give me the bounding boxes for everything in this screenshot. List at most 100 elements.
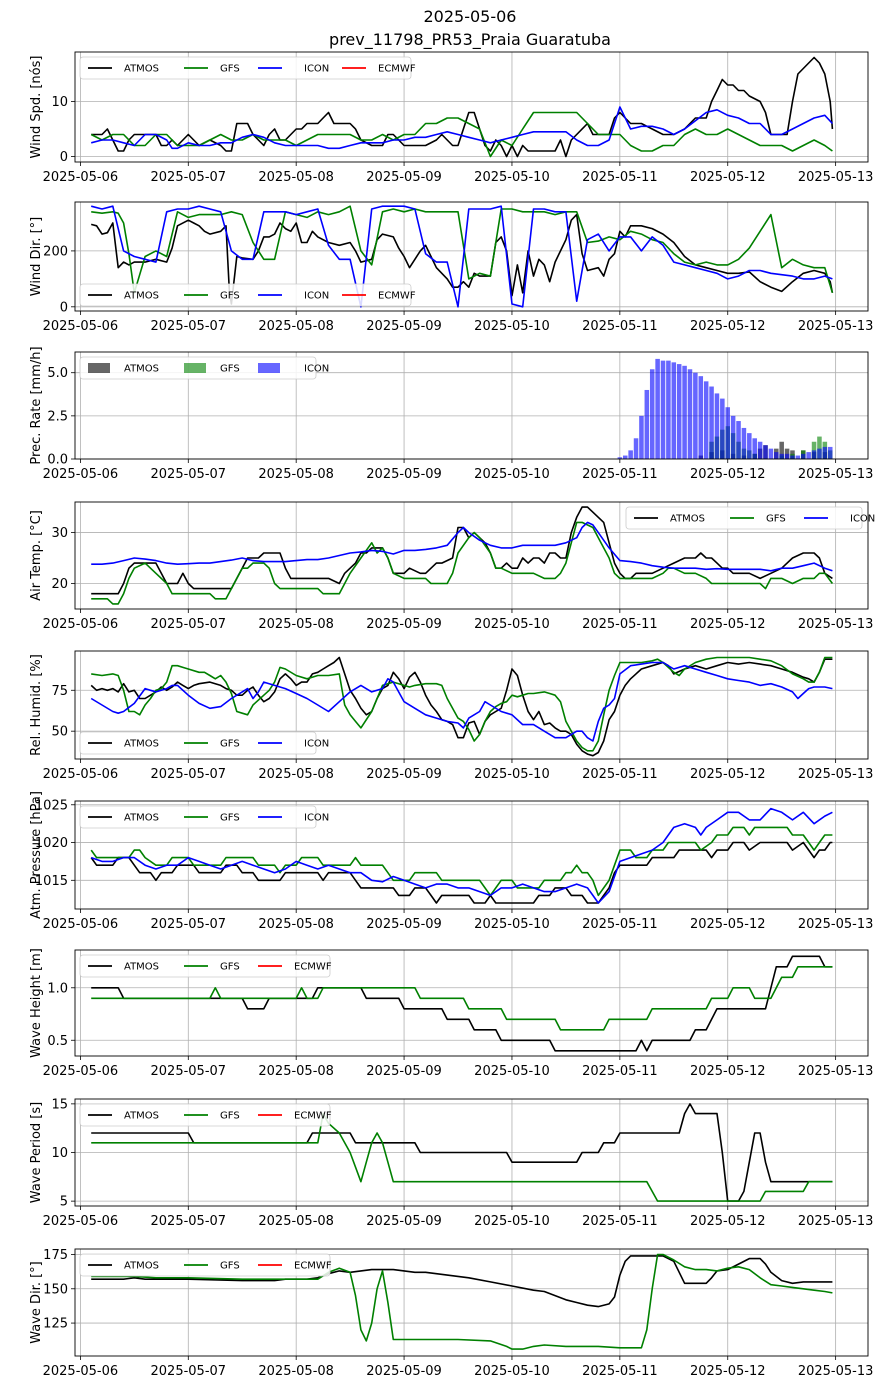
precip-bar-icon [682,365,687,459]
y-axis-label: Rel. Humid. [%] [29,654,44,756]
legend-label-atmos: ATMOS [124,364,159,375]
legend-swatch-icon [258,363,280,373]
x-tick-label: 2025-05-08 [258,467,334,482]
x-tick-label: 2025-05-07 [151,1064,227,1079]
x-tick-label: 2025-05-06 [43,170,119,185]
x-tick-label: 2025-05-09 [366,1064,442,1079]
precip-bar-icon [763,445,768,459]
y-tick-label: 150 [43,1282,68,1297]
x-tick-label: 2025-05-12 [690,1064,766,1079]
x-tick-label: 2025-05-10 [474,1064,550,1079]
x-tick-label: 2025-05-07 [151,917,227,932]
x-tick-label: 2025-05-12 [690,917,766,932]
precip-bar-atmos [779,441,784,459]
x-tick-label: 2025-05-08 [258,767,334,782]
y-axis-label: Wave Dir. [°] [29,1261,44,1344]
x-tick-label: 2025-05-08 [258,1064,334,1079]
series-line-icon [91,521,833,572]
legend-box [79,56,412,80]
x-tick-label: 2025-05-09 [366,617,442,632]
panel-4: 2025-05-06 2025-05-07 2025-05-08 2025-05-09… [29,501,875,632]
panel-9: 2025-05-06 2025-05-07 2025-05-08 2025-05-09… [29,1248,873,1379]
x-tick-label: 2025-05-11 [582,1214,658,1229]
x-tick-label: 2025-05-13 [798,467,874,482]
y-axis-label: Prec. Rate [mm/h] [29,346,44,464]
legend-label-gfs: GFS [220,1261,240,1272]
legend-label-icon: ICON [304,364,329,375]
legend-swatch-gfs [184,363,206,373]
x-tick-label: 2025-05-06 [43,319,119,334]
precip-bar-icon [687,369,693,459]
x-tick-label: 2025-05-10 [474,767,550,782]
plot-data [90,205,834,308]
y-tick-label: 2.5 [47,409,68,424]
series-line-gfs [91,521,834,605]
figure-title-date: 2025-05-06 [424,7,517,26]
y-tick-label: 10 [51,1146,68,1161]
precip-bar-gfs [817,436,822,459]
legend-label-atmos: ATMOS [124,291,159,302]
series-line-gfs [91,1253,833,1350]
precip-bar-icon [693,372,698,459]
x-tick-label: 2025-05-09 [366,1214,442,1229]
legend-label-gfs: GFS [220,64,240,75]
precip-bar-icon [730,415,736,459]
x-tick-label: 2025-05-11 [582,1064,658,1079]
y-tick-label: 0.0 [47,453,68,468]
y-tick-label: 20 [51,577,68,592]
series-line-gfs [91,656,833,752]
precip-bar-icon [676,364,682,459]
y-tick-label: 75 [51,684,68,699]
x-tick-label: 2025-05-08 [258,917,334,932]
figure-title-station: prev_11798_PR53_Praia Guaratuba [329,30,611,50]
x-tick-label: 2025-05-13 [798,617,874,632]
precip-bar-icon [714,393,720,459]
y-tick-label: 1.0 [47,981,68,996]
precip-bar-icon [655,358,660,459]
precip-bar-icon [747,433,752,459]
x-tick-label: 2025-05-11 [582,319,658,334]
plot-data [90,56,834,158]
plot-data [91,1253,833,1350]
legend-label-gfs: GFS [220,1111,240,1122]
x-tick-label: 2025-05-09 [366,1364,442,1379]
x-tick-label: 2025-05-11 [582,1364,658,1379]
legend: ATMOS GFS ICON ECMWF [79,283,416,307]
x-tick-label: 2025-05-08 [258,1364,334,1379]
series-line-atmos [91,1103,833,1202]
precip-bar-icon [671,362,677,459]
axes-frame [74,650,869,760]
x-tick-label: 2025-05-06 [43,767,119,782]
plot-data [617,358,833,459]
x-tick-label: 2025-05-13 [798,767,874,782]
x-tick-label: 2025-05-07 [151,170,227,185]
y-tick-label: 15 [51,1097,68,1112]
legend-label-gfs: GFS [220,739,240,750]
x-tick-label: 2025-05-11 [582,617,658,632]
series-line-atmos [90,213,834,305]
legend-label-icon: ICON [304,739,329,750]
x-tick-label: 2025-05-13 [798,917,874,932]
series-line-gfs [90,111,833,158]
precip-bar-icon [633,438,639,459]
x-tick-label: 2025-05-11 [582,767,658,782]
x-tick-label: 2025-05-06 [43,617,119,632]
axes-frame [74,201,869,312]
plot-data [91,955,833,1052]
panel-1: 2025-05-06 2025-05-07 2025-05-08 2025-05-09… [29,51,874,185]
series-line-gfs [91,205,834,294]
x-tick-label: 2025-05-10 [474,1364,550,1379]
axes-frame [74,351,869,460]
legend-swatch-atmos [88,363,110,373]
x-tick-label: 2025-05-11 [582,917,658,932]
y-tick-label: 1025 [35,798,68,813]
x-tick-label: 2025-05-11 [582,467,658,482]
y-axis-label: Air Temp. [°C] [29,510,44,601]
legend-label-atmos: ATMOS [124,962,159,973]
panel-5: 2025-05-06 2025-05-07 2025-05-08 2025-05-09… [29,650,874,782]
plot-data [91,506,834,605]
legend-label-icon: ICON [304,291,329,302]
x-tick-label: 2025-05-11 [582,170,658,185]
precip-bar-icon [768,448,774,459]
x-tick-label: 2025-05-13 [798,170,874,185]
